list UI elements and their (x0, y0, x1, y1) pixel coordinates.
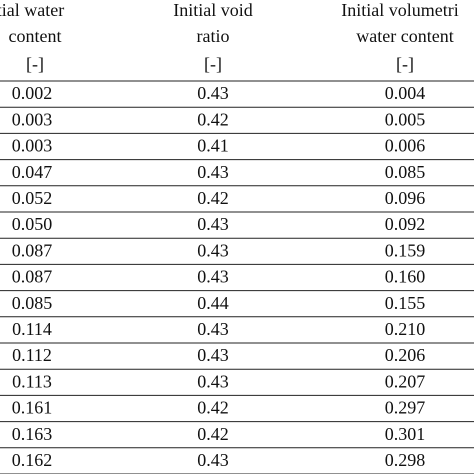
header-cell: ratio (197, 26, 230, 46)
cell: 0.162 (12, 450, 53, 470)
cell: 0.092 (385, 214, 426, 234)
cell: 0.163 (12, 424, 53, 444)
cell: 0.43 (197, 83, 229, 103)
cell: 0.160 (385, 267, 426, 287)
cell: 0.003 (12, 136, 53, 156)
cell: 0.206 (385, 345, 426, 365)
cell: 0.43 (197, 214, 229, 234)
header-cell: itial water (0, 0, 64, 20)
cell: 0.006 (385, 136, 426, 156)
cell: 0.161 (12, 398, 53, 418)
cell: 0.113 (12, 371, 52, 391)
cell: 0.047 (12, 162, 53, 182)
cell: 0.159 (385, 240, 426, 260)
cell: 0.096 (385, 188, 426, 208)
cell: 0.301 (385, 424, 426, 444)
cell: 0.210 (385, 319, 426, 339)
cell: 0.085 (385, 162, 426, 182)
cell: 0.004 (385, 83, 426, 103)
cell: 0.052 (12, 188, 53, 208)
cell: 0.43 (197, 450, 229, 470)
header-cell: Initial volumetri (341, 0, 458, 20)
cell: 0.297 (385, 398, 426, 418)
cell: 0.41 (197, 136, 229, 156)
header-cell: [-] (26, 54, 44, 74)
header-cell: [-] (204, 54, 222, 74)
cell: 0.43 (197, 267, 229, 287)
cell: 0.002 (12, 83, 53, 103)
cell: 0.43 (197, 371, 229, 391)
cell: 0.42 (197, 424, 229, 444)
header-cell: Initial void (173, 0, 253, 20)
cell: 0.207 (385, 371, 426, 391)
header-cell: water content (356, 26, 453, 46)
cell: 0.42 (197, 188, 229, 208)
cell: 0.005 (385, 109, 426, 129)
header-cell: [-] (396, 54, 414, 74)
cell: 0.114 (12, 319, 52, 339)
cell: 0.087 (12, 240, 53, 260)
cell: 0.42 (197, 109, 229, 129)
cell: 0.003 (12, 109, 53, 129)
cell: 0.43 (197, 319, 229, 339)
cell: 0.44 (197, 293, 229, 313)
cell: 0.43 (197, 345, 229, 365)
cell: 0.087 (12, 267, 53, 287)
header-cell: content (9, 26, 62, 46)
cell: 0.298 (385, 450, 426, 470)
cell: 0.42 (197, 398, 229, 418)
cell: 0.050 (12, 214, 53, 234)
cell: 0.112 (12, 345, 52, 365)
cell: 0.085 (12, 293, 53, 313)
cell: 0.43 (197, 162, 229, 182)
cell: 0.155 (385, 293, 426, 313)
cell: 0.43 (197, 240, 229, 260)
